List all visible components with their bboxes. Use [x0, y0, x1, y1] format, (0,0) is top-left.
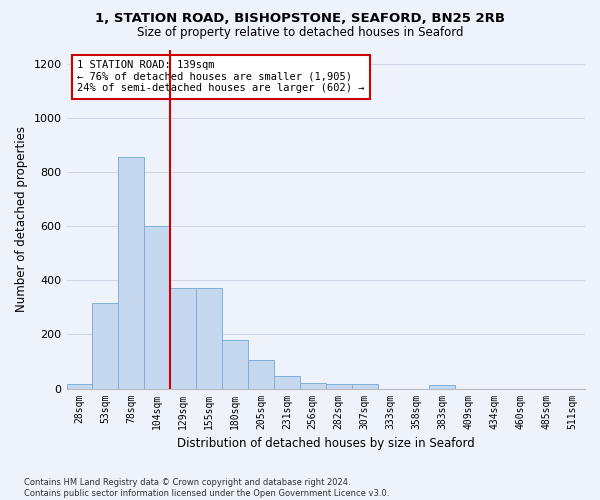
- Bar: [118, 157, 145, 388]
- Bar: [300, 382, 326, 388]
- Bar: [67, 384, 92, 388]
- Text: 1, STATION ROAD, BISHOPSTONE, SEAFORD, BN25 2RB: 1, STATION ROAD, BISHOPSTONE, SEAFORD, B…: [95, 12, 505, 26]
- Y-axis label: Number of detached properties: Number of detached properties: [15, 126, 28, 312]
- Bar: [430, 386, 455, 388]
- Bar: [170, 288, 196, 388]
- Bar: [145, 226, 170, 388]
- X-axis label: Distribution of detached houses by size in Seaford: Distribution of detached houses by size …: [177, 437, 475, 450]
- Bar: [92, 303, 118, 388]
- Bar: [326, 384, 352, 388]
- Bar: [196, 288, 222, 388]
- Bar: [248, 360, 274, 388]
- Text: 1 STATION ROAD: 139sqm
← 76% of detached houses are smaller (1,905)
24% of semi-: 1 STATION ROAD: 139sqm ← 76% of detached…: [77, 60, 364, 94]
- Text: Size of property relative to detached houses in Seaford: Size of property relative to detached ho…: [137, 26, 463, 39]
- Bar: [274, 376, 300, 388]
- Bar: [222, 340, 248, 388]
- Bar: [352, 384, 377, 388]
- Text: Contains HM Land Registry data © Crown copyright and database right 2024.
Contai: Contains HM Land Registry data © Crown c…: [24, 478, 389, 498]
